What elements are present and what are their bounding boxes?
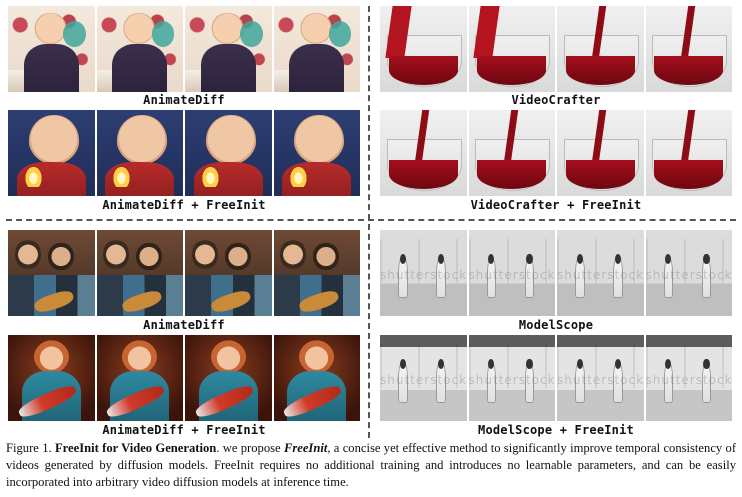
- videocrafter-freeinit-wine-strip: [380, 110, 732, 196]
- video-frame: [380, 6, 467, 92]
- video-frame: [96, 230, 183, 316]
- video-frame: shutterstock: [468, 230, 555, 316]
- video-frame: shutterstock: [468, 335, 555, 421]
- video-frame: [96, 335, 183, 421]
- caption-text-a: . we propose: [216, 441, 284, 455]
- video-frame: shutterstock: [557, 230, 644, 316]
- video-frame: [8, 230, 95, 316]
- video-frame: [557, 6, 644, 92]
- animatediff-band-strip: [8, 230, 360, 316]
- video-frame: [645, 6, 732, 92]
- video-frame: [185, 6, 272, 92]
- panel-label: ModelScope: [518, 318, 594, 332]
- video-frame: [8, 110, 95, 196]
- video-frame: [8, 6, 95, 92]
- caption-title: FreeInit for Video Generation: [54, 441, 217, 455]
- watermark-text: shutterstock: [557, 267, 644, 282]
- video-frame: shutterstock: [380, 335, 467, 421]
- video-frame: [645, 110, 732, 196]
- watermark-text: shutterstock: [557, 372, 644, 387]
- video-frame: [380, 110, 467, 196]
- video-frame: [273, 6, 360, 92]
- panel-label: ModelScope + FreeInit: [478, 423, 634, 437]
- video-frame: [557, 110, 644, 196]
- watermark-text: shutterstock: [380, 267, 467, 282]
- caption-method-name: FreeInit: [283, 441, 328, 455]
- watermark-text: shutterstock: [468, 267, 555, 282]
- modelscope-freeinit-fencing-strip: shutterstock shutterstock shutterstock s…: [380, 335, 732, 421]
- animatediff-birthday-strip: [8, 6, 360, 92]
- video-frame: [273, 230, 360, 316]
- watermark-text: shutterstock: [468, 372, 555, 387]
- panel-label: AnimateDiff: [143, 93, 225, 107]
- video-frame: [273, 335, 360, 421]
- panel-label: VideoCrafter + FreeInit: [470, 198, 642, 212]
- animatediff-freeinit-baby-strip: [8, 110, 360, 196]
- video-frame: [468, 6, 555, 92]
- video-frame: shutterstock: [557, 335, 644, 421]
- figure-1: AnimateDiff AnimateDiff + FreeInit Video…: [6, 6, 736, 438]
- video-frame: [96, 110, 183, 196]
- video-frame: [185, 230, 272, 316]
- figure-caption: Figure 1. FreeInit for Video Generation.…: [6, 440, 736, 491]
- panel-label: AnimateDiff + FreeInit: [102, 198, 266, 212]
- horizontal-divider: [6, 219, 736, 221]
- watermark-text: shutterstock: [380, 372, 467, 387]
- video-frame: shutterstock: [380, 230, 467, 316]
- video-frame: shutterstock: [645, 230, 732, 316]
- caption-text-b: , a concise yet effective method to sign…: [6, 441, 737, 489]
- video-frame: [8, 335, 95, 421]
- modelscope-fencing-strip: shutterstock shutterstock shutterstock s…: [380, 230, 732, 316]
- video-frame: [96, 6, 183, 92]
- caption-figure-number: Figure 1.: [6, 441, 52, 455]
- video-frame: [185, 110, 272, 196]
- panel-label: AnimateDiff: [143, 318, 225, 332]
- animatediff-freeinit-guitarist-strip: [8, 335, 360, 421]
- videocrafter-wine-strip: [380, 6, 732, 92]
- video-frame: shutterstock: [645, 335, 732, 421]
- watermark-text: shutterstock: [645, 267, 732, 282]
- video-frame: [185, 335, 272, 421]
- watermark-text: shutterstock: [645, 372, 732, 387]
- panel-label: VideoCrafter: [511, 93, 601, 107]
- video-frame: [273, 110, 360, 196]
- video-frame: [468, 110, 555, 196]
- panel-label: AnimateDiff + FreeInit: [102, 423, 266, 437]
- vertical-divider: [368, 6, 370, 438]
